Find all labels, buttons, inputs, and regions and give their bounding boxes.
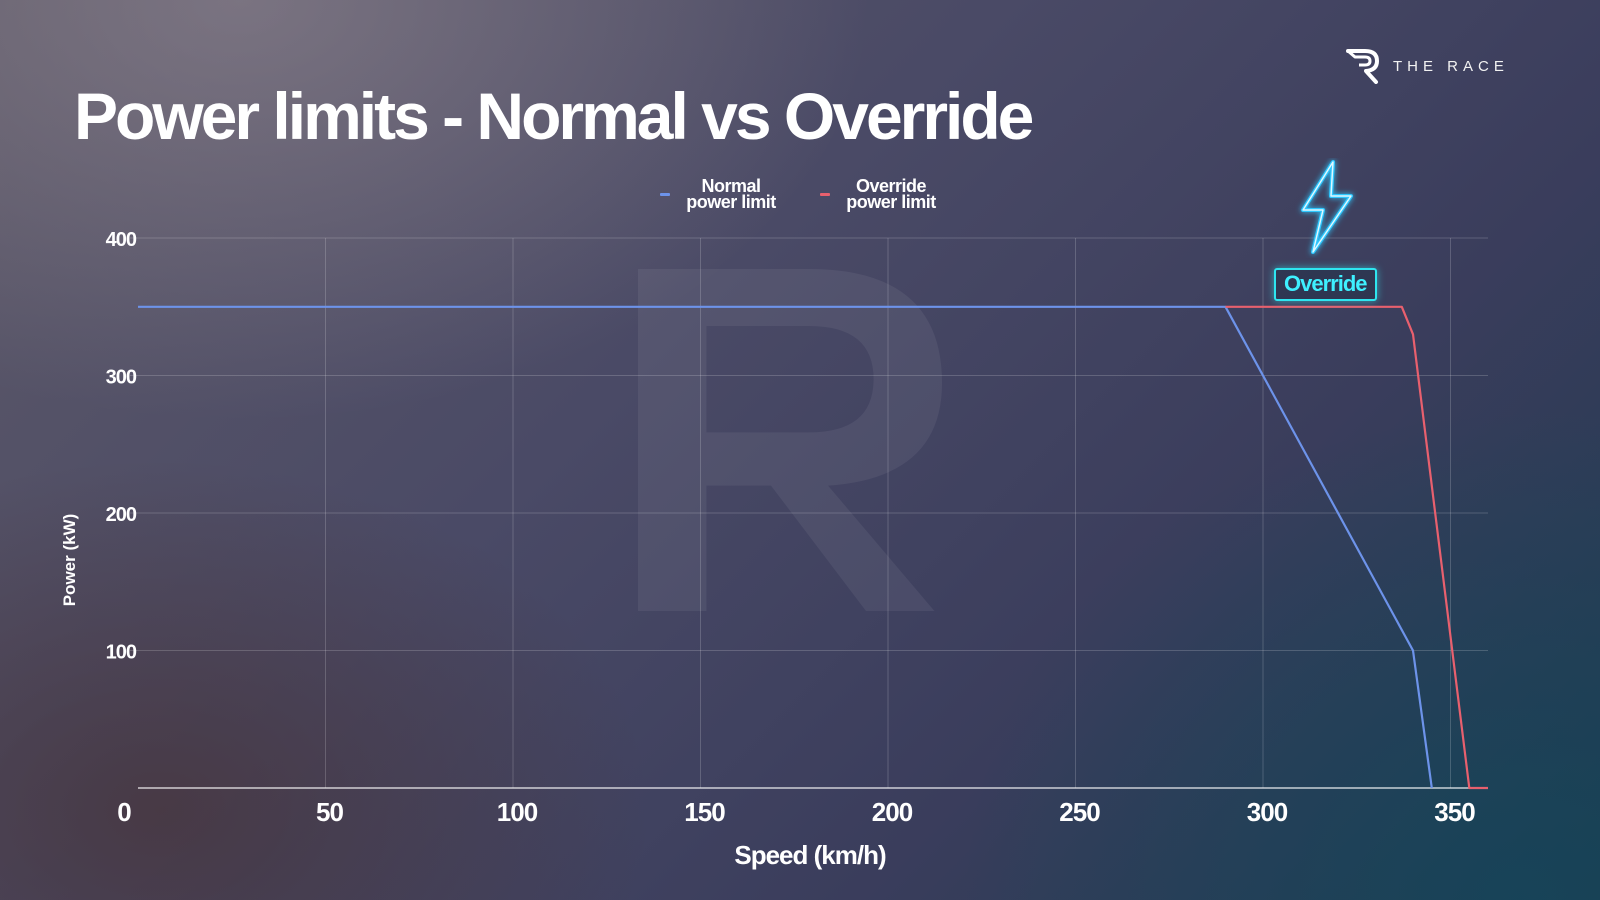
y-axis-title: Power (kW) (60, 513, 79, 607)
chart-grid (130, 237, 1488, 789)
watermark-logo (638, 269, 942, 611)
series-line-override (1225, 305, 1488, 790)
x-tick-label-250: 250 (1059, 797, 1100, 827)
brand-logo: THE RACE (1345, 48, 1509, 84)
y-tick-label-100: 100 (106, 642, 137, 664)
legend-item-normal: Normal power limit (660, 176, 786, 212)
x-axis-ticks: 0 50 100 150 200 250 300 350 (117, 797, 1476, 827)
y-tick-label-200: 200 (106, 504, 137, 526)
legend-swatch-override (820, 192, 830, 196)
x-tick-label-200: 200 (872, 797, 913, 827)
page-title: Power limits - Normal vs Override (74, 79, 1034, 153)
x-axis-title: Speed (km/h) (734, 840, 886, 870)
legend: Normal power limit Override power limit (660, 176, 946, 212)
x-tick-label-0: 0 (117, 797, 131, 827)
series-line-normal (138, 305, 1433, 789)
legend-label-normal: Normal power limit (686, 176, 776, 212)
x-tick-label-350: 350 (1434, 797, 1475, 827)
legend-label-override: Override power limit (846, 176, 936, 212)
legend-item-override: Override power limit (820, 176, 946, 212)
legend-swatch-normal (660, 192, 670, 196)
chart-series (138, 305, 1488, 790)
lightning-bolt-icon (1301, 160, 1353, 254)
x-tick-label-100: 100 (497, 797, 538, 827)
brand-r-icon (1346, 49, 1379, 84)
y-tick-label-300: 300 (106, 367, 137, 389)
x-tick-label-300: 300 (1247, 797, 1288, 827)
brand-name: THE RACE (1393, 57, 1509, 75)
override-badge: Override (1274, 268, 1377, 301)
y-tick-label-400: 400 (106, 229, 137, 251)
x-tick-label-50: 50 (316, 797, 343, 827)
x-tick-label-150: 150 (684, 797, 725, 827)
y-axis-ticks: 100 200 300 400 (106, 229, 138, 664)
